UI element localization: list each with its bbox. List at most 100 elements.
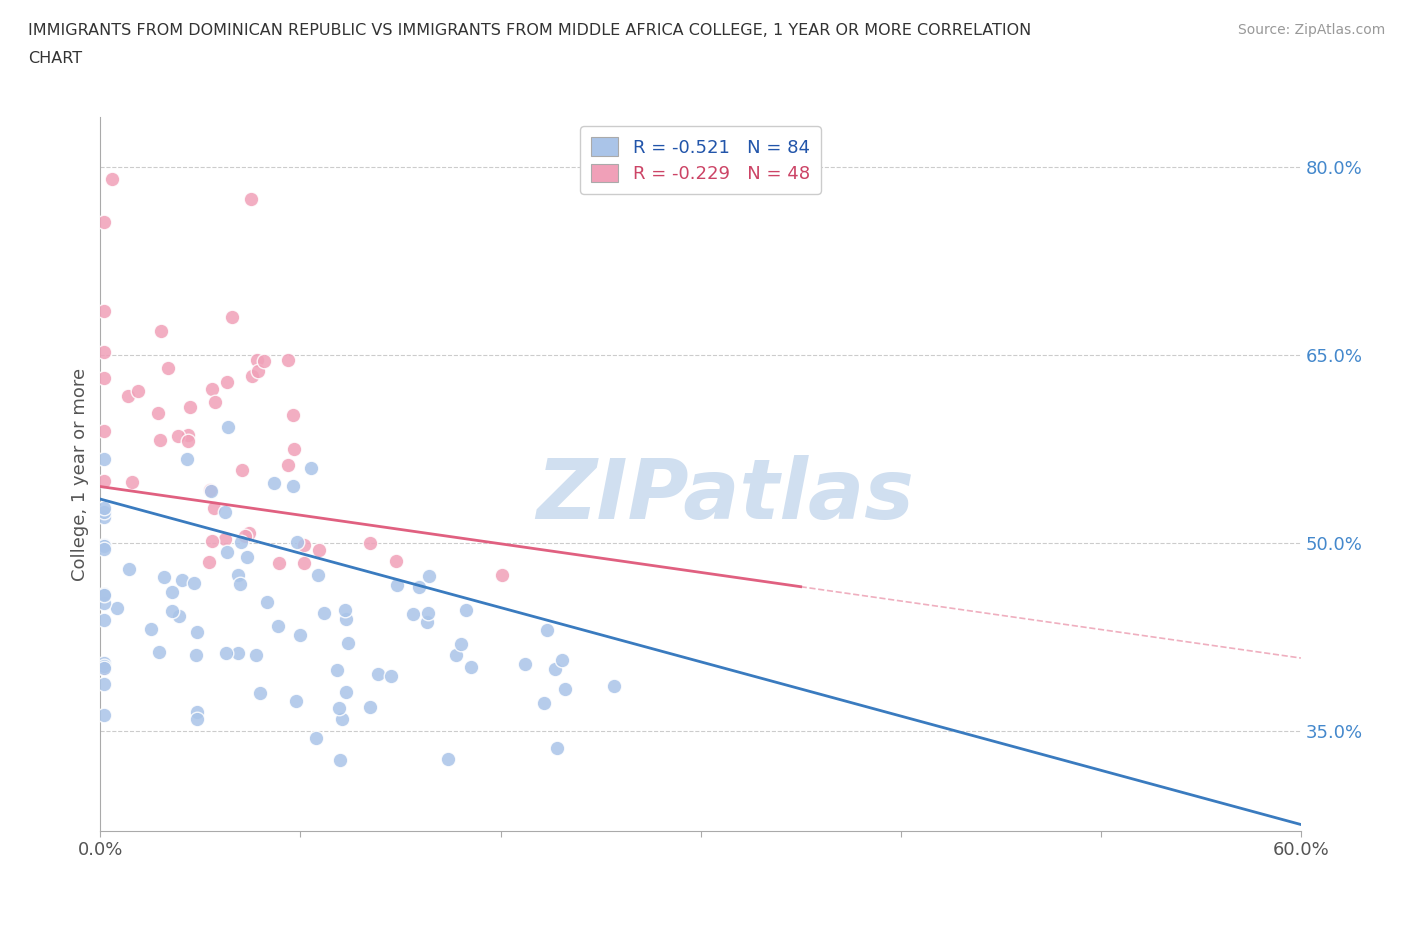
Point: [149, 324, 172, 339]
Point: [93, 451, 115, 466]
Point: [172, 573, 194, 588]
Point: [238, 525, 260, 540]
Point: [456, 603, 478, 618]
Point: [162, 585, 184, 600]
Point: [226, 645, 249, 660]
Point: [215, 645, 238, 660]
Point: [233, 528, 256, 543]
Point: [312, 605, 335, 620]
Point: [544, 662, 567, 677]
Point: [200, 484, 222, 498]
Point: [437, 751, 460, 766]
Point: [177, 434, 200, 449]
Point: [118, 562, 141, 577]
Point: [93, 423, 115, 438]
Point: [93, 586, 115, 601]
Point: [330, 712, 353, 727]
Point: [215, 544, 238, 559]
Point: [146, 405, 169, 420]
Point: [359, 536, 381, 551]
Point: [292, 556, 315, 571]
Point: [139, 621, 162, 636]
Point: [554, 682, 576, 697]
Point: [283, 442, 305, 457]
Point: [536, 623, 558, 638]
Y-axis label: College, 1 year or more: College, 1 year or more: [72, 367, 89, 580]
Point: [267, 555, 290, 570]
Point: [328, 700, 350, 715]
Point: [214, 531, 236, 546]
Point: [93, 538, 115, 552]
Point: [229, 577, 252, 591]
Point: [513, 657, 536, 671]
Point: [167, 608, 190, 623]
Point: [285, 535, 308, 550]
Point: [93, 588, 115, 603]
Point: [380, 669, 402, 684]
Point: [460, 660, 482, 675]
Point: [93, 538, 115, 553]
Point: [93, 656, 115, 671]
Point: [450, 637, 472, 652]
Point: [491, 567, 513, 582]
Point: [418, 605, 440, 620]
Point: [198, 483, 221, 498]
Point: [335, 684, 357, 699]
Point: [277, 458, 299, 472]
Point: [177, 428, 200, 443]
Point: [385, 553, 408, 568]
Point: [533, 696, 555, 711]
Text: CHART: CHART: [28, 51, 82, 66]
Point: [307, 567, 329, 582]
Point: [240, 368, 263, 383]
Point: [416, 615, 439, 630]
Point: [444, 647, 467, 662]
Point: [117, 389, 139, 404]
Point: [308, 542, 330, 557]
Point: [285, 694, 308, 709]
Point: [236, 550, 259, 565]
Point: [93, 542, 115, 557]
Point: [231, 462, 253, 477]
Point: [93, 501, 115, 516]
Point: [333, 603, 356, 618]
Point: [551, 653, 574, 668]
Point: [160, 604, 183, 618]
Point: [221, 310, 243, 325]
Point: [121, 475, 143, 490]
Point: [93, 510, 115, 525]
Point: [153, 570, 176, 585]
Point: [267, 618, 290, 633]
Point: [179, 400, 201, 415]
Point: [290, 628, 312, 643]
Point: [359, 700, 381, 715]
Point: [93, 658, 115, 673]
Point: [245, 352, 267, 367]
Point: [204, 394, 226, 409]
Point: [245, 648, 267, 663]
Point: [253, 353, 276, 368]
Point: [93, 660, 115, 675]
Point: [263, 475, 285, 490]
Point: [402, 606, 425, 621]
Point: [176, 451, 198, 466]
Point: [149, 432, 172, 447]
Point: [214, 505, 236, 520]
Point: [93, 215, 115, 230]
Point: [93, 612, 115, 627]
Point: [246, 364, 269, 379]
Point: [277, 352, 299, 367]
Point: [603, 679, 626, 694]
Point: [93, 660, 115, 675]
Point: [127, 384, 149, 399]
Text: IMMIGRANTS FROM DOMINICAN REPUBLIC VS IMMIGRANTS FROM MIDDLE AFRICA COLLEGE, 1 Y: IMMIGRANTS FROM DOMINICAN REPUBLIC VS IM…: [28, 23, 1032, 38]
Point: [148, 644, 170, 659]
Point: [186, 711, 208, 726]
Point: [93, 345, 115, 360]
Point: [105, 601, 128, 616]
Point: [93, 708, 115, 723]
Point: [229, 535, 252, 550]
Point: [305, 731, 328, 746]
Point: [329, 752, 352, 767]
Point: [335, 611, 357, 626]
